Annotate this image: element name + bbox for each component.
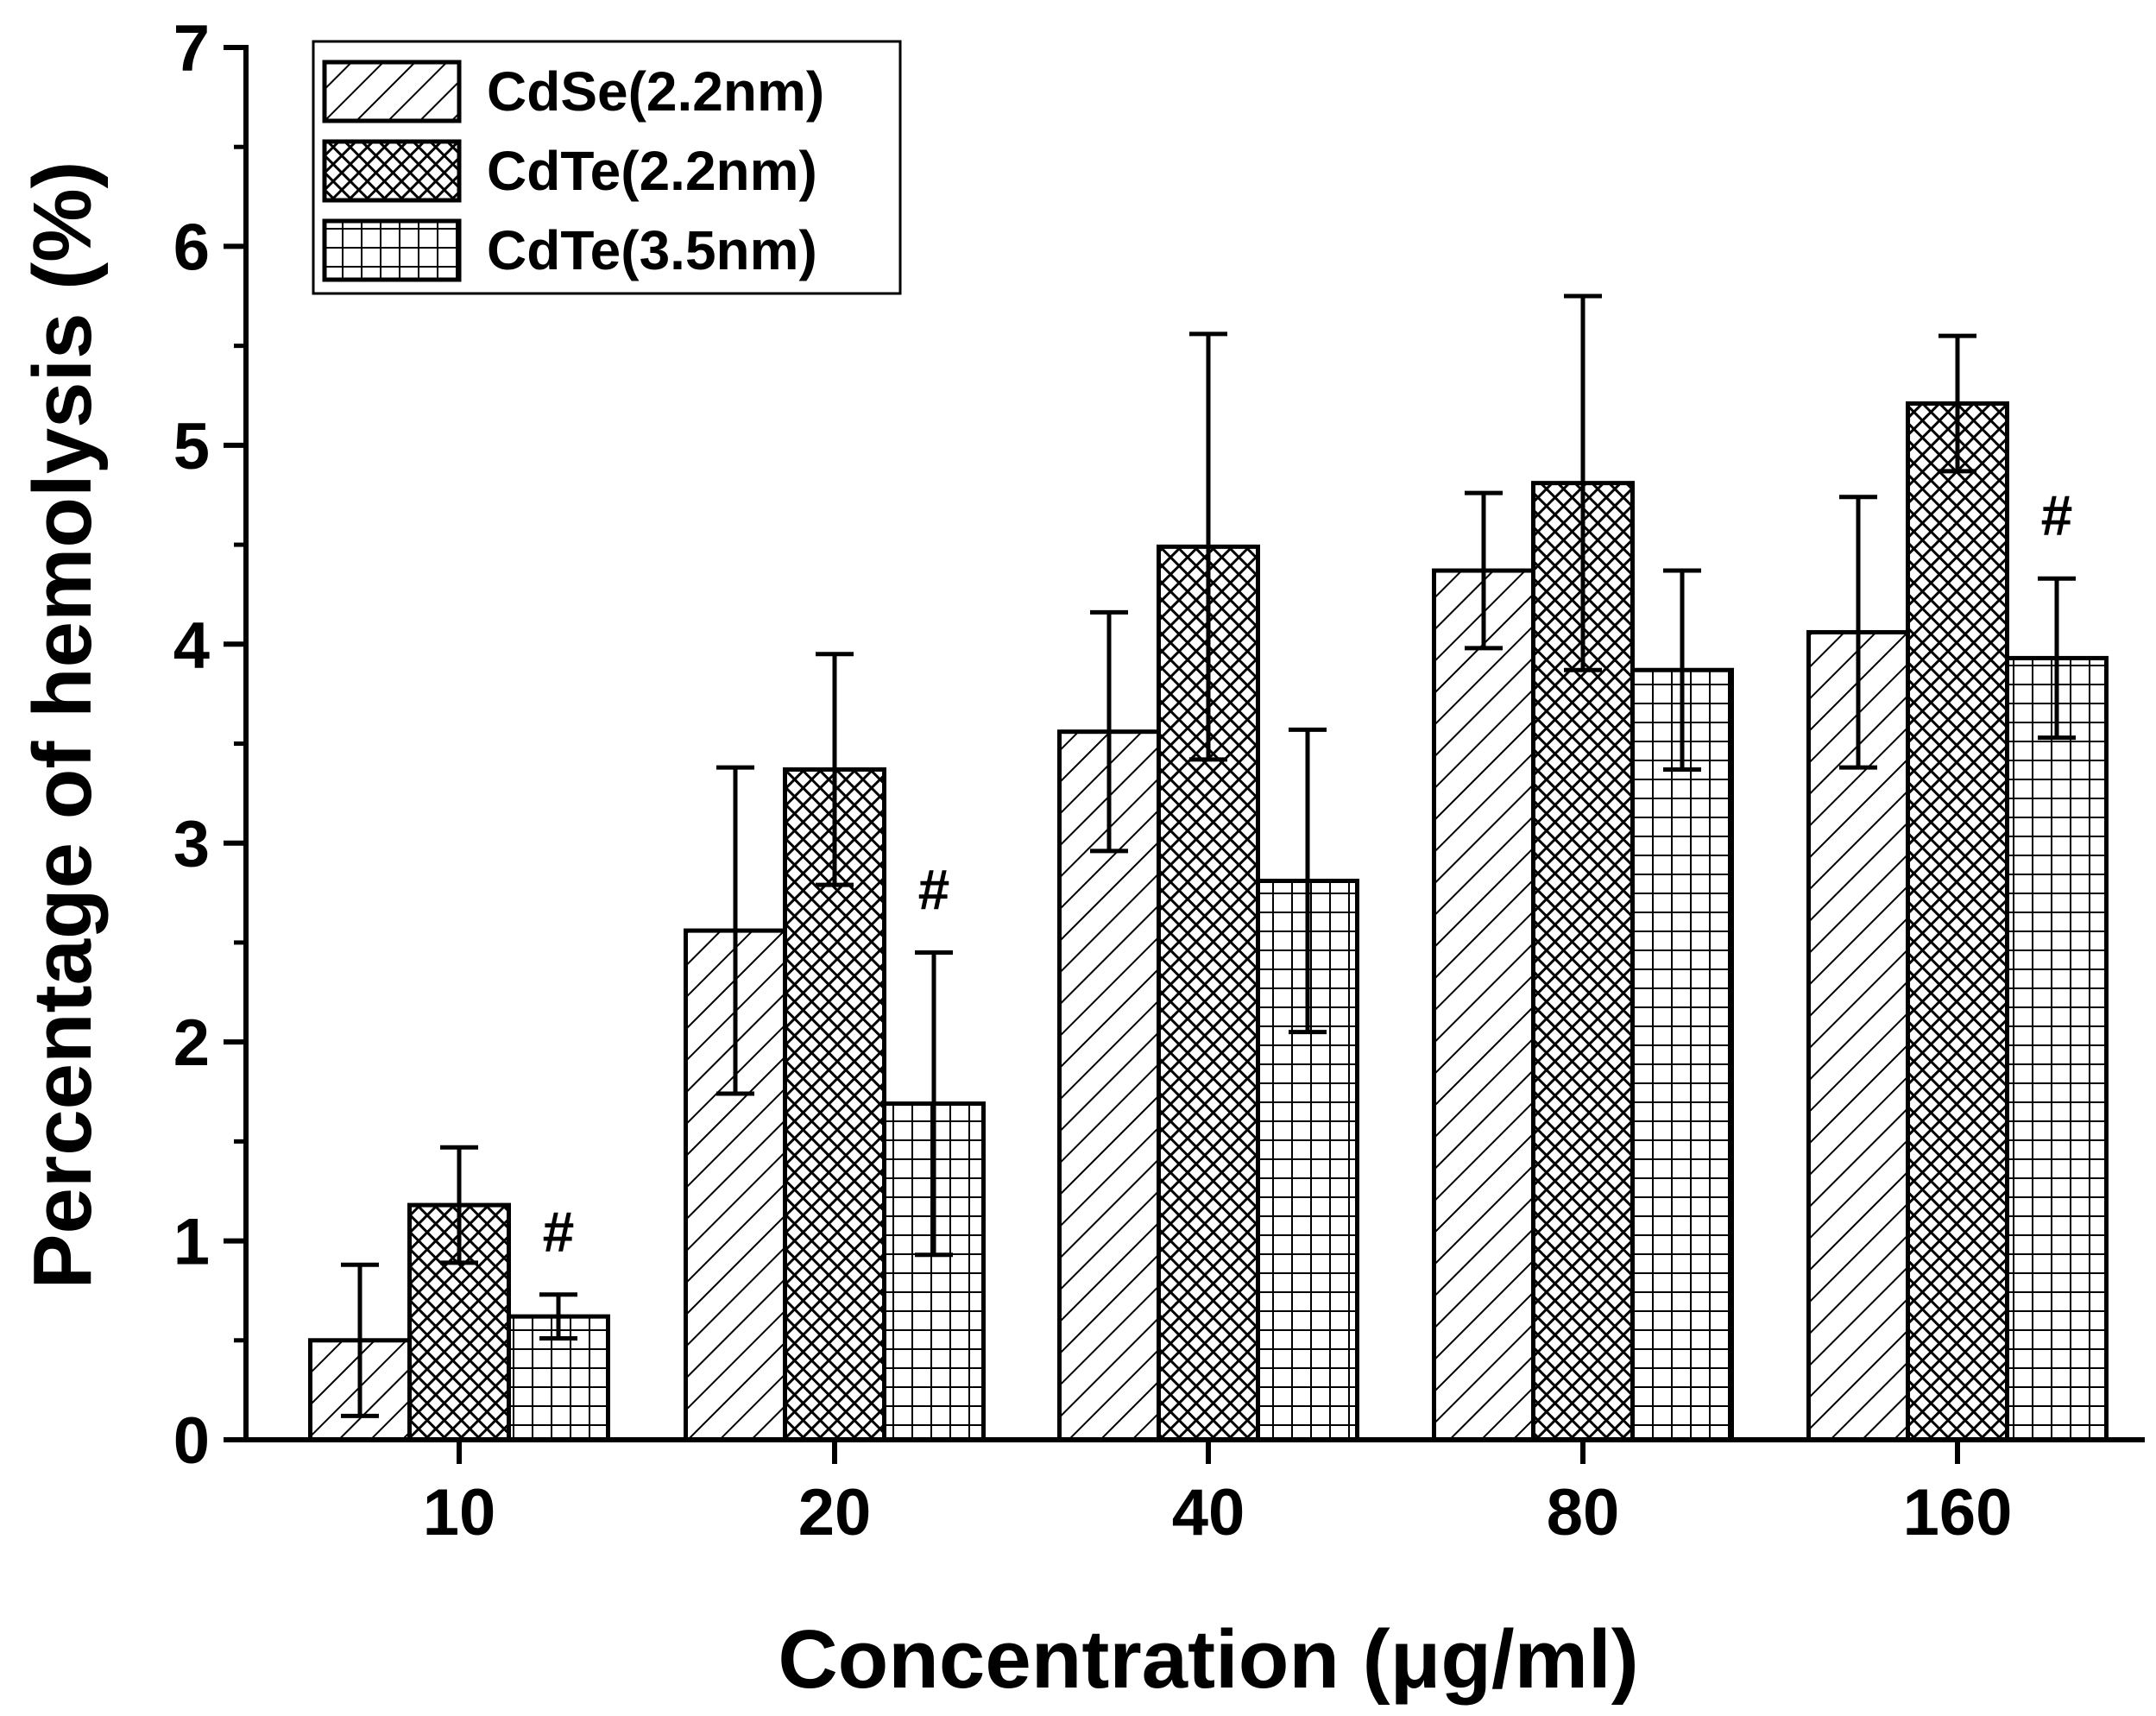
y-tick-label: 0 [173,1404,210,1478]
bar-cdte-3-5nm--160 [2005,655,2109,1442]
bar-cdte-2-2nm--160 [1906,401,2009,1442]
x-tick-label: 160 [1903,1476,2013,1549]
y-tick-label: 7 [173,12,210,85]
annotations-layer: # # # [543,483,2073,1264]
y-tick-label: 1 [173,1206,210,1279]
legend-swatch [322,218,462,282]
significance-marker: # [2041,483,2073,547]
y-ticks: 0 1 2 3 4 5 6 7 [173,12,246,1478]
significance-marker: # [918,857,950,921]
y-axis-title: Percentage of hemolysis (%) [16,161,109,1289]
legend-label: CdSe(2.2nm) [487,60,824,123]
legend-label: CdTe(3.5nm) [487,219,817,281]
x-ticks: 10 20 40 80 160 [423,1440,2013,1549]
y-tick-label: 3 [173,808,210,881]
y-tick-label: 6 [173,211,210,284]
y-tick-label: 5 [173,410,210,483]
significance-marker: # [543,1200,575,1264]
bar-cdte-3-5nm--80 [1630,667,1734,1442]
bar-cdse-2-2nm--80 [1432,568,1535,1442]
x-tick-label: 10 [423,1476,496,1549]
x-tick-label: 80 [1547,1476,1620,1549]
legend-swatch [322,139,462,203]
legend-label: CdTe(2.2nm) [487,140,817,202]
y-tick-label: 4 [173,609,210,682]
x-tick-label: 20 [798,1476,872,1549]
legend-swatch [322,60,462,123]
y-tick-label: 2 [173,1006,210,1080]
legend: CdSe(2.2nm) CdTe(2.2nm) CdTe(3.5nm) [312,40,902,295]
x-axis-title: Concentration (μg/ml) [778,1613,1638,1706]
error-bars-layer [341,293,2076,1418]
x-tick-label: 40 [1172,1476,1245,1549]
